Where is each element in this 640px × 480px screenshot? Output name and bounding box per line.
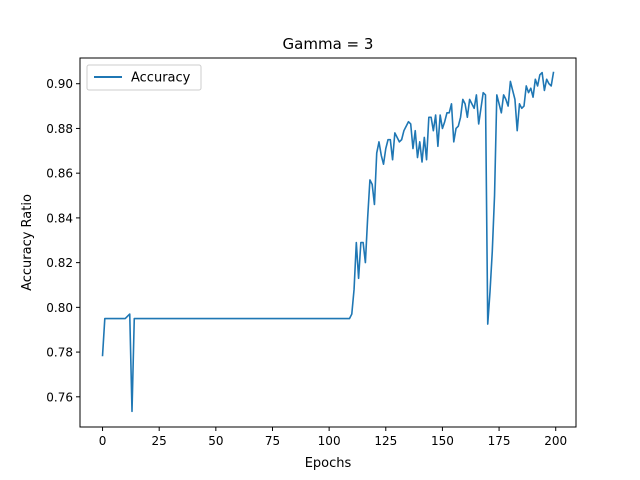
y-tick-label: 0.88 <box>46 122 73 136</box>
x-tick-label: 100 <box>318 434 341 448</box>
y-tick-label: 0.84 <box>46 211 73 225</box>
x-tick-label: 150 <box>431 434 454 448</box>
axes-frame <box>79 57 577 428</box>
x-tick-label: 200 <box>544 434 567 448</box>
y-tick-label: 0.76 <box>46 390 73 404</box>
y-tick-label: 0.80 <box>46 301 73 315</box>
y-tick-label: 0.86 <box>46 167 73 181</box>
legend-label-accuracy: Accuracy <box>131 71 191 86</box>
y-axis-ticks: 0.76 0.78 0.80 0.82 0.84 0.86 0.88 0.90 <box>46 77 80 404</box>
x-axis-ticks: 0 25 50 75 100 125 150 175 200 <box>99 427 567 448</box>
y-tick-label: 0.82 <box>46 256 73 270</box>
x-tick-label: 75 <box>265 434 280 448</box>
x-tick-label: 50 <box>208 434 223 448</box>
series-layer <box>101 71 555 413</box>
legend-box <box>86 64 202 91</box>
x-tick-label: 0 <box>99 434 107 448</box>
series-line-accuracy <box>101 71 555 413</box>
x-axis-label: Epochs <box>305 456 352 471</box>
x-tick-label: 175 <box>488 434 511 448</box>
y-tick-label: 0.90 <box>46 77 73 91</box>
legend: Accuracy <box>86 64 202 91</box>
y-tick-label: 0.78 <box>46 346 73 360</box>
y-axis-label: Accuracy Ratio <box>20 194 35 291</box>
x-tick-label: 25 <box>152 434 167 448</box>
chart-title: Gamma = 3 <box>283 35 374 53</box>
x-tick-label: 125 <box>374 434 397 448</box>
